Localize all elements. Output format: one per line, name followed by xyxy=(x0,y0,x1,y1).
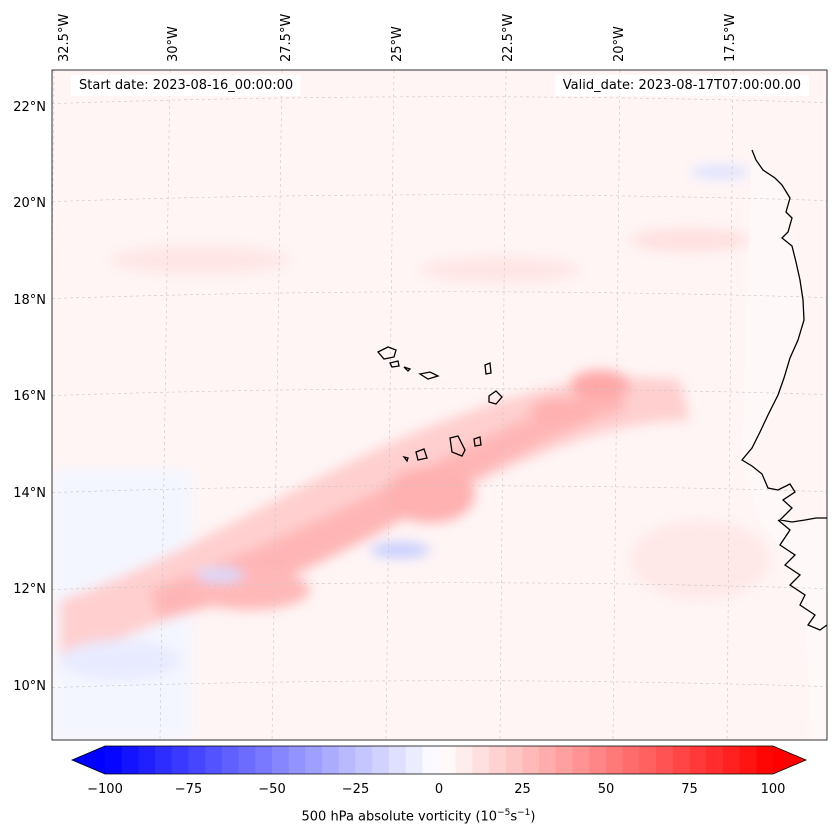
colorbar-segment xyxy=(238,746,256,774)
colorbar-segment xyxy=(489,746,507,774)
lat-label: 20°N xyxy=(13,196,46,211)
colorbar-tick-label: 75 xyxy=(681,782,698,797)
colorbar-segment xyxy=(405,746,423,774)
colorbar: −100 −75 −50 −25 0 25 50 75 100 xyxy=(70,745,808,797)
colorbar-tick-label: 0 xyxy=(435,782,443,797)
start-date-label: Start date: 2023-08-16_00:00:00 xyxy=(71,75,302,96)
colorbar-segment xyxy=(288,746,306,774)
colorbar-ticks: −100 −75 −50 −25 0 25 50 75 100 xyxy=(87,782,785,797)
lat-labels: 22°N 20°N 18°N 16°N 14°N 12°N 10°N xyxy=(13,100,46,694)
colorbar-segment xyxy=(672,746,690,774)
valid-date-label: Valid_date: 2023-08-17T07:00:00.00 xyxy=(554,75,809,96)
lon-label: 27.5°W xyxy=(279,14,294,62)
map-frame xyxy=(51,69,828,741)
colorbar-tick-label: −75 xyxy=(175,782,202,797)
colorbar-segment xyxy=(639,746,657,774)
colorbar-segment xyxy=(722,746,741,774)
colorbar-label-prefix: 500 hPa absolute vorticity (10 xyxy=(301,809,498,825)
colorbar-segment xyxy=(622,746,640,774)
colorbar-segment xyxy=(155,746,173,774)
colorbar-segment xyxy=(555,746,574,774)
lat-label: 18°N xyxy=(13,293,46,308)
lon-label: 20°W xyxy=(612,26,627,62)
colorbar-segment xyxy=(322,746,340,774)
colorbar-segment xyxy=(455,746,473,774)
colorbar-segment xyxy=(388,746,407,774)
lat-label: 22°N xyxy=(13,100,46,115)
colorbar-segment xyxy=(305,746,323,774)
colorbar-segment xyxy=(606,746,624,774)
colorbar-tick-label: −100 xyxy=(87,782,123,797)
graticule xyxy=(52,70,827,740)
colorbar-segment xyxy=(756,746,774,774)
colorbar-segment xyxy=(372,746,390,774)
colorbar-segment xyxy=(656,746,674,774)
colorbar-segment xyxy=(572,746,590,774)
colorbar-segment xyxy=(255,746,273,774)
colorbar-segment xyxy=(221,746,240,774)
lon-label: 25°W xyxy=(390,26,405,62)
colorbar-segment xyxy=(472,746,490,774)
colorbar-segment xyxy=(539,746,557,774)
lon-label: 32.5°W xyxy=(57,14,72,62)
vorticity-field xyxy=(52,70,827,740)
colorbar-label-exp2: −1 xyxy=(517,808,531,818)
lat-label: 16°N xyxy=(13,389,46,404)
colorbar-segment xyxy=(522,746,540,774)
colorbar-arrow-high xyxy=(773,746,806,774)
lat-label: 14°N xyxy=(13,486,46,501)
colorbar-segment xyxy=(505,746,523,774)
cape-verde-islands xyxy=(376,346,503,463)
colorbar-segments xyxy=(105,746,774,774)
colorbar-segment xyxy=(138,746,156,774)
colorbar-segment xyxy=(439,746,457,774)
colorbar-segment xyxy=(188,746,206,774)
colorbar-segment xyxy=(205,746,223,774)
colorbar-segment xyxy=(689,746,707,774)
colorbar-label-exp1: −5 xyxy=(497,808,511,818)
colorbar-tick-label: −25 xyxy=(342,782,369,797)
colorbar-segment xyxy=(589,746,607,774)
lon-label: 22.5°W xyxy=(501,14,516,62)
colorbar-segment xyxy=(272,746,290,774)
colorbar-segment xyxy=(105,746,123,774)
lon-labels: 32.5°W 30°W 27.5°W 25°W 22.5°W 20°W 17.5… xyxy=(57,14,738,62)
lat-label: 10°N xyxy=(13,679,46,694)
lon-label: 17.5°W xyxy=(723,14,738,62)
colorbar-segment xyxy=(121,746,139,774)
colorbar-segment xyxy=(706,746,724,774)
lon-label: 30°W xyxy=(166,26,181,62)
colorbar-tick-label: −50 xyxy=(258,782,285,797)
colorbar-label: 500 hPa absolute vorticity (10−5s−1) xyxy=(0,808,837,824)
colorbar-arrow-low xyxy=(72,746,105,774)
africa-coastline xyxy=(741,149,827,523)
colorbar-segment xyxy=(355,746,373,774)
colorbar-tick-label: 50 xyxy=(598,782,615,797)
colorbar-tick-label: 25 xyxy=(514,782,531,797)
colorbar-segment xyxy=(422,746,440,774)
colorbar-segment xyxy=(338,746,356,774)
lat-label: 12°N xyxy=(13,582,46,597)
colorbar-tick-label: 100 xyxy=(761,782,786,797)
colorbar-label-suffix: ) xyxy=(530,809,536,825)
colorbar-label-mid: s xyxy=(510,809,518,825)
colorbar-segment xyxy=(739,746,757,774)
colorbar-segment xyxy=(171,746,189,774)
